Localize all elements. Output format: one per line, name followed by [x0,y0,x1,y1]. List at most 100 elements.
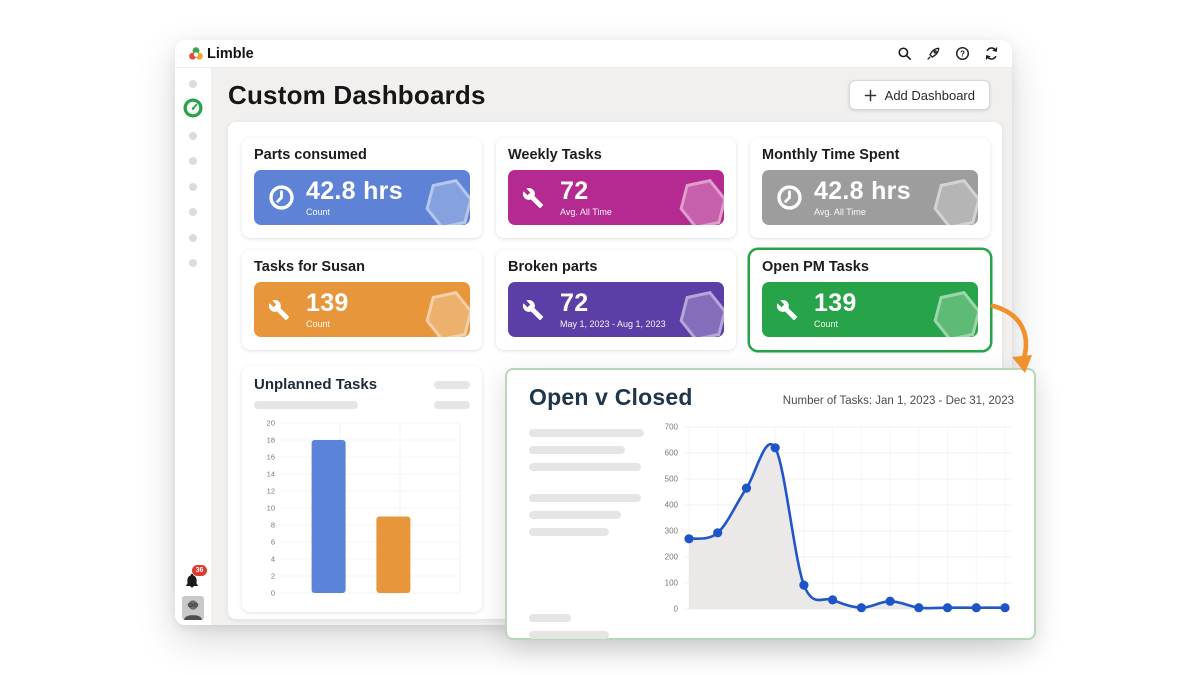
stat-card-title: Tasks for Susan [254,259,365,275]
open-v-closed-panel[interactable]: Open v Closed Number of Tasks: Jan 1, 20… [505,368,1036,640]
stat-card-open-pm-tasks[interactable]: Open PM Tasks 139 Count [750,250,990,350]
left-nav-rail: 36 [175,68,211,625]
hexagon-decoration [673,174,724,225]
hexagon-decoration [419,174,470,225]
svg-text:4: 4 [271,555,275,564]
skeleton-line [529,494,641,502]
nav-dot[interactable] [189,132,197,140]
topbar-icons: ? [896,46,999,62]
stat-card-monthly-time-spent[interactable]: Monthly Time Spent 42.8 hrs Avg. All Tim… [750,138,990,238]
stat-card-title: Parts consumed [254,147,367,163]
stat-card-caption: Count [306,206,331,217]
stat-card-caption: May 1, 2023 - Aug 1, 2023 [560,318,666,329]
nav-dot[interactable] [189,80,197,88]
open-v-closed-subtitle: Number of Tasks: Jan 1, 2023 - Dec 31, 2… [782,395,1014,407]
clock-icon [776,184,806,211]
help-icon[interactable]: ? [954,46,970,62]
stat-card-title: Open PM Tasks [762,259,869,275]
limble-logo[interactable]: Limble [188,46,254,62]
nav-dot[interactable] [189,157,197,165]
clock-icon [268,184,298,211]
nav-dot[interactable] [189,208,197,216]
stat-card-title: Monthly Time Spent [762,147,900,163]
stat-card-banner: 139 Count [762,282,978,337]
svg-text:8: 8 [271,521,275,530]
plus-icon [864,89,877,101]
stat-card-value: 72 [560,288,589,317]
stat-card-tasks-for-susan[interactable]: Tasks for Susan 139 Count [242,250,482,350]
skeleton-line [529,511,621,519]
stat-card-parts-consumed[interactable]: Parts consumed 42.8 hrs Count [242,138,482,238]
nav-dot[interactable] [189,234,197,242]
stat-card-banner: 42.8 hrs Count [254,170,470,225]
stat-card-caption: Count [814,318,839,329]
stat-card-caption: Count [306,318,331,329]
nav-dot[interactable] [189,183,197,191]
svg-text:10: 10 [267,504,275,513]
svg-text:200: 200 [665,553,679,562]
open-v-closed-line-chart: 0 100 200 300 400 500 600 700 [665,423,1011,614]
unplanned-tasks-widget[interactable]: Unplanned Tasks 0 2 4 6 8 10 12 14 16 18 20 [242,366,482,612]
skeleton-line [529,528,609,536]
stat-card-value: 139 [306,288,349,317]
app-window: Limble ? [175,40,1012,625]
stat-card-banner: 72 Avg. All Time [508,170,724,225]
stat-card-caption: Avg. All Time [560,206,612,217]
skeleton-line [434,401,470,409]
skeleton-line [529,614,571,622]
hexagon-decoration [927,174,978,225]
rocket-icon[interactable] [925,46,941,62]
stat-card-banner: 139 Count [254,282,470,337]
svg-text:100: 100 [665,579,679,588]
open-v-closed-title: Open v Closed [529,384,693,410]
svg-text:16: 16 [267,453,275,462]
stat-card-caption: Avg. All Time [814,206,866,217]
stat-card-broken-parts[interactable]: Broken parts 72 May 1, 2023 - Aug 1, 202… [496,250,736,350]
panel-skeleton-column [529,415,651,643]
search-icon[interactable] [896,46,912,62]
stat-cards-grid: Parts consumed 42.8 hrs Count Weekly Tas… [242,138,990,350]
wrench-icon [522,187,552,209]
user-avatar[interactable] [182,596,204,620]
refresh-icon[interactable] [983,46,999,62]
stat-card-weekly-tasks[interactable]: Weekly Tasks 72 Avg. All Time [496,138,736,238]
hexagon-decoration [419,286,470,337]
svg-text:14: 14 [267,470,275,479]
skeleton-line [529,446,625,454]
stat-card-value: 139 [814,288,857,317]
hexagon-decoration [927,286,978,337]
skeleton-line [529,463,641,471]
unplanned-tasks-bar-chart: 0 2 4 6 8 10 12 14 16 18 20 [267,419,461,598]
svg-text:?: ? [960,49,965,58]
add-dashboard-button[interactable]: Add Dashboard [848,80,990,110]
svg-text:20: 20 [267,419,275,428]
stat-card-value: 42.8 hrs [814,176,911,205]
skeleton-line [529,429,644,437]
topbar: Limble ? [175,40,1012,68]
svg-text:0: 0 [674,605,679,614]
unplanned-tasks-title: Unplanned Tasks [254,376,378,393]
stat-card-title: Broken parts [508,259,598,275]
nav-dot[interactable] [189,259,197,267]
hexagon-decoration [673,286,724,337]
skeleton-line [254,401,358,409]
svg-text:700: 700 [665,423,679,432]
wrench-icon [268,299,298,321]
page-title: Custom Dashboards [228,79,486,110]
limble-logo-icon [189,46,203,60]
svg-text:18: 18 [267,436,275,445]
svg-text:300: 300 [665,527,679,536]
notification-count-badge: 36 [192,565,207,576]
stat-card-value: 42.8 hrs [306,176,403,205]
notifications-bell-icon[interactable]: 36 [184,565,207,591]
svg-text:400: 400 [665,501,679,510]
stat-card-banner: 42.8 hrs Avg. All Time [762,170,978,225]
skeleton-line [529,631,609,639]
add-dashboard-label: Add Dashboard [884,87,975,103]
wrench-icon [776,299,806,321]
svg-text:600: 600 [665,449,679,458]
svg-text:0: 0 [271,589,275,598]
dashboards-nav-active-icon[interactable] [183,98,203,118]
callout-arrow [990,303,1032,373]
svg-text:12: 12 [267,487,275,496]
